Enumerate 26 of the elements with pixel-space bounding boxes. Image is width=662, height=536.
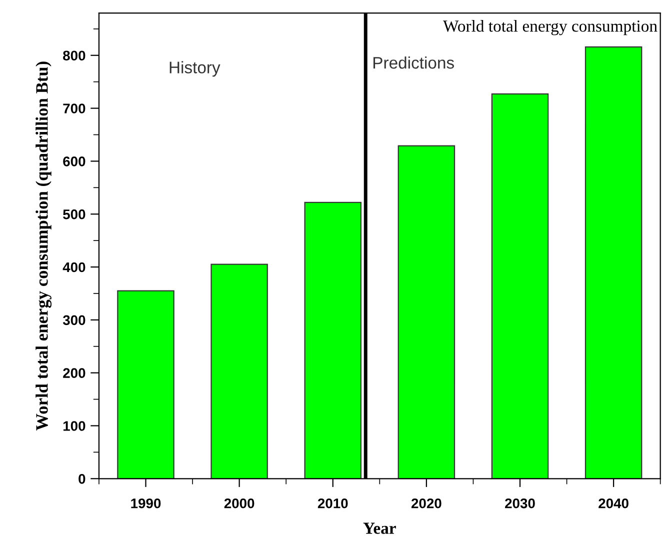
y-tick-label: 600 xyxy=(63,156,86,166)
x-tick-label: 2040 xyxy=(598,498,628,508)
annotation: Predictions xyxy=(373,56,454,69)
bar xyxy=(398,145,456,479)
y-tick-label: 800 xyxy=(63,50,86,61)
y-axis-title: World total energy consumption (quadrillion Btu) xyxy=(36,62,52,431)
x-tick-label: 2010 xyxy=(318,498,348,508)
bar xyxy=(304,202,362,479)
y-tick-label: 500 xyxy=(63,209,86,220)
bar xyxy=(210,264,268,479)
y-tick-label: 700 xyxy=(63,104,86,114)
bar xyxy=(117,290,174,479)
x-tick-label: 2030 xyxy=(505,498,535,508)
y-tick-label: 400 xyxy=(62,262,86,272)
chart-title: World total energy consumption xyxy=(443,20,658,36)
bar xyxy=(584,46,642,479)
x-tick-label: 2000 xyxy=(224,498,254,508)
annotation: History xyxy=(170,61,220,77)
bar xyxy=(491,93,549,479)
y-tick-label: 0 xyxy=(78,474,86,484)
y-tick-label: 100 xyxy=(63,421,86,431)
x-tick-label: 2020 xyxy=(411,498,442,508)
y-tick-label: 300 xyxy=(62,315,86,326)
x-tick-label: 1990 xyxy=(131,498,161,508)
x-axis-title: Year xyxy=(363,522,396,534)
y-tick-label: 200 xyxy=(63,368,86,378)
